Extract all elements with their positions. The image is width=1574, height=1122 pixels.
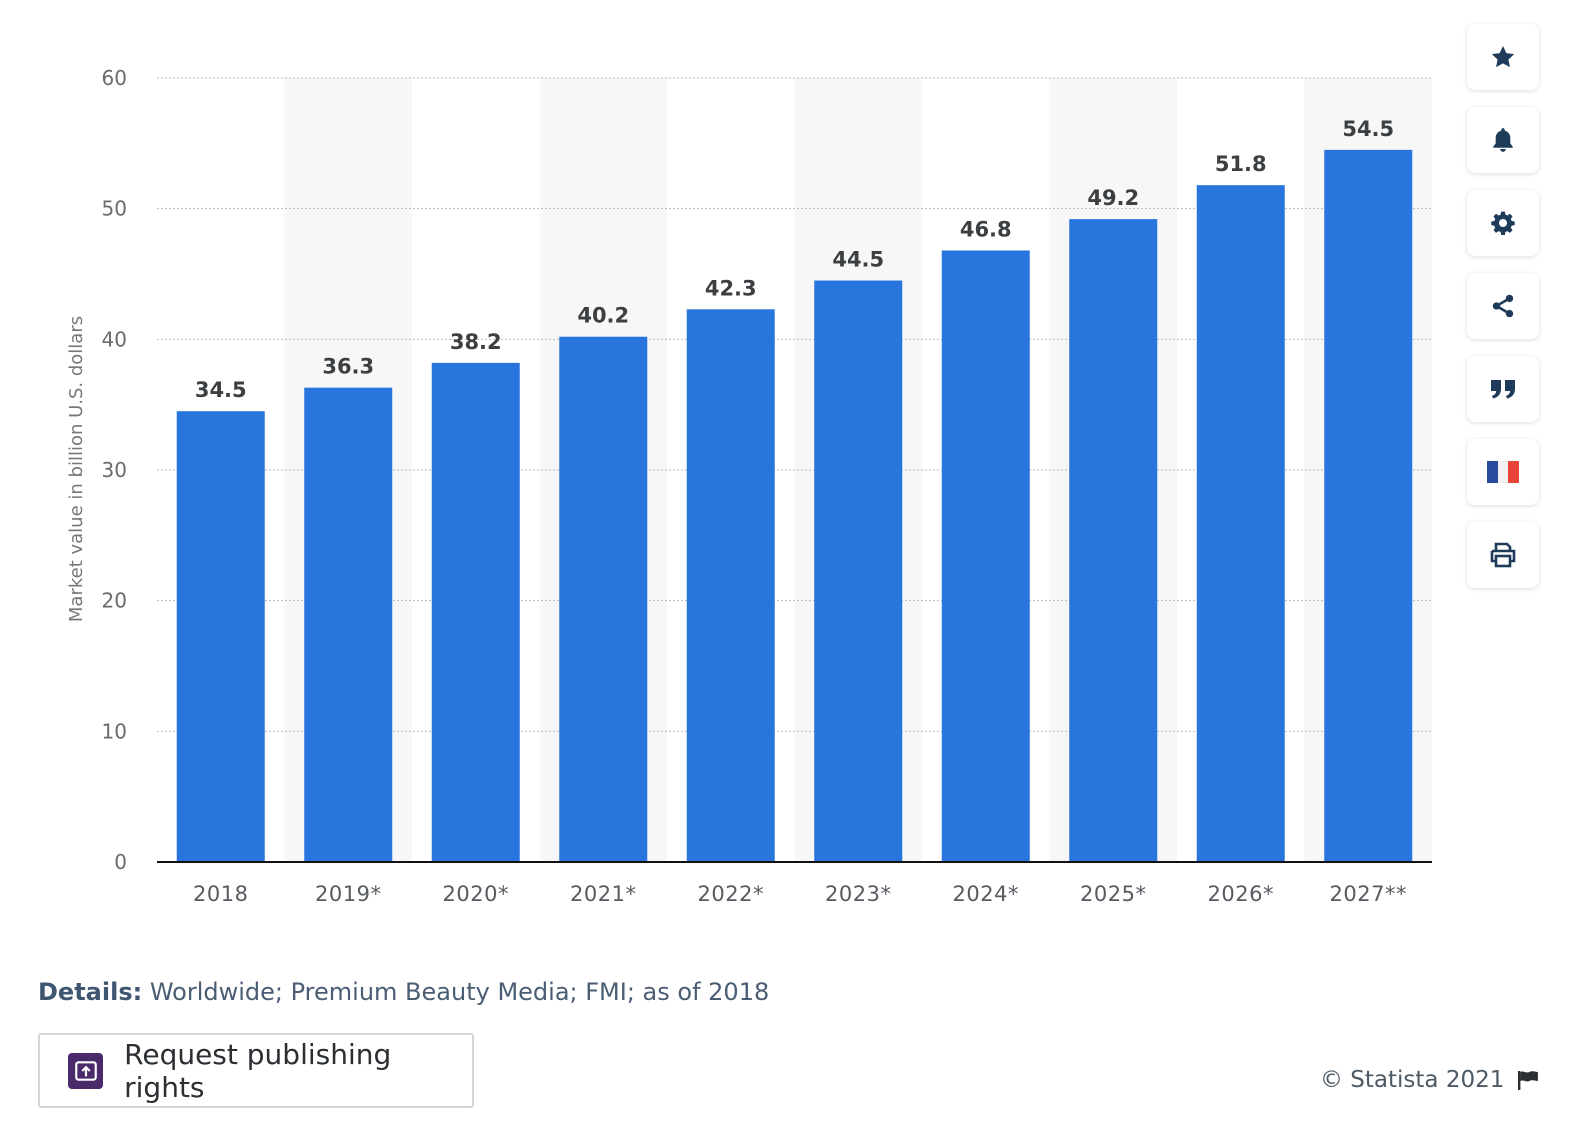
gear-icon (1490, 210, 1516, 236)
data-label: 44.5 (832, 248, 884, 272)
chart-details: Details: Worldwide; Premium Beauty Media… (38, 978, 769, 1006)
cite-button[interactable] (1467, 356, 1539, 422)
bar[interactable] (1069, 219, 1158, 862)
x-tick-label: 2019* (315, 882, 381, 906)
settings-button[interactable] (1467, 190, 1539, 256)
data-label: 36.3 (322, 355, 374, 379)
bar[interactable] (941, 250, 1030, 863)
bar[interactable] (304, 387, 393, 862)
printer-icon (1489, 542, 1517, 568)
bell-icon (1490, 126, 1516, 154)
language-button[interactable] (1467, 439, 1539, 505)
bar[interactable] (559, 336, 648, 863)
french-flag-icon (1487, 461, 1519, 483)
publishing-rights-icon (68, 1052, 104, 1089)
bar[interactable] (686, 309, 775, 862)
copyright: © Statista 2021 (1320, 1067, 1540, 1093)
share-icon (1490, 293, 1516, 319)
data-label: 49.2 (1087, 186, 1139, 210)
y-tick-label: 50 (102, 197, 127, 221)
x-tick-label: 2022* (698, 882, 764, 906)
x-tick-label: 2023* (825, 882, 891, 906)
x-tick-label: 2024* (953, 882, 1019, 906)
bar-chart: 34.5 36.3 38.2 40.2 42.3 44.5 46.8 49.2 51.8 54.5… (66, 66, 1432, 906)
print-button[interactable] (1467, 522, 1539, 588)
data-label: 38.2 (450, 330, 502, 354)
data-label: 34.5 (195, 378, 247, 402)
data-label: 46.8 (960, 217, 1012, 241)
y-tick-label: 10 (102, 719, 127, 743)
data-label: 54.5 (1342, 117, 1394, 141)
x-tick-label: 2018 (193, 882, 248, 906)
data-label: 40.2 (577, 304, 629, 328)
notification-button[interactable] (1467, 107, 1539, 173)
bar[interactable] (176, 411, 265, 862)
request-publishing-rights-button[interactable]: Request publishing rights (38, 1033, 474, 1108)
x-tick-label: 2021* (570, 882, 636, 906)
quote-icon (1489, 377, 1517, 401)
details-text: Worldwide; Premium Beauty Media; FMI; as… (149, 978, 770, 1006)
bar[interactable] (1196, 185, 1285, 862)
x-axis-ticks: 2018 2019* 2020* 2021* 2022* 2023* 2024* 2025* 2… (193, 882, 1407, 906)
toolbar (1467, 24, 1539, 605)
y-axis-title: Market value in billion U.S. dollars (66, 316, 87, 622)
y-tick-label: 60 (102, 66, 127, 90)
y-tick-label: 0 (114, 850, 127, 874)
bars (176, 149, 1413, 863)
report-flag-icon[interactable] (1516, 1069, 1540, 1091)
x-tick-label: 2027** (1330, 882, 1407, 906)
details-label: Details: (38, 978, 143, 1006)
data-labels: 34.5 36.3 38.2 40.2 42.3 44.5 46.8 49.2 51.8 54.5 (195, 117, 1394, 402)
publishing-rights-label: Request publishing rights (124, 1037, 392, 1104)
y-tick-label: 20 (102, 589, 127, 613)
bar[interactable] (814, 280, 903, 862)
copyright-text: © Statista 2021 (1320, 1067, 1505, 1093)
x-tick-label: 2025* (1080, 882, 1146, 906)
x-tick-label: 2020* (443, 882, 509, 906)
y-tick-label: 40 (102, 327, 127, 351)
data-label: 51.8 (1215, 152, 1267, 176)
star-icon (1490, 44, 1516, 70)
data-label: 42.3 (705, 276, 757, 300)
bar[interactable] (1324, 149, 1413, 862)
x-tick-label: 2026* (1208, 882, 1274, 906)
y-axis-ticks: 0 10 20 30 40 50 60 (102, 66, 127, 874)
share-button[interactable] (1467, 273, 1539, 339)
y-tick-label: 30 (102, 458, 127, 482)
favorite-button[interactable] (1467, 24, 1539, 90)
bar[interactable] (431, 362, 520, 862)
